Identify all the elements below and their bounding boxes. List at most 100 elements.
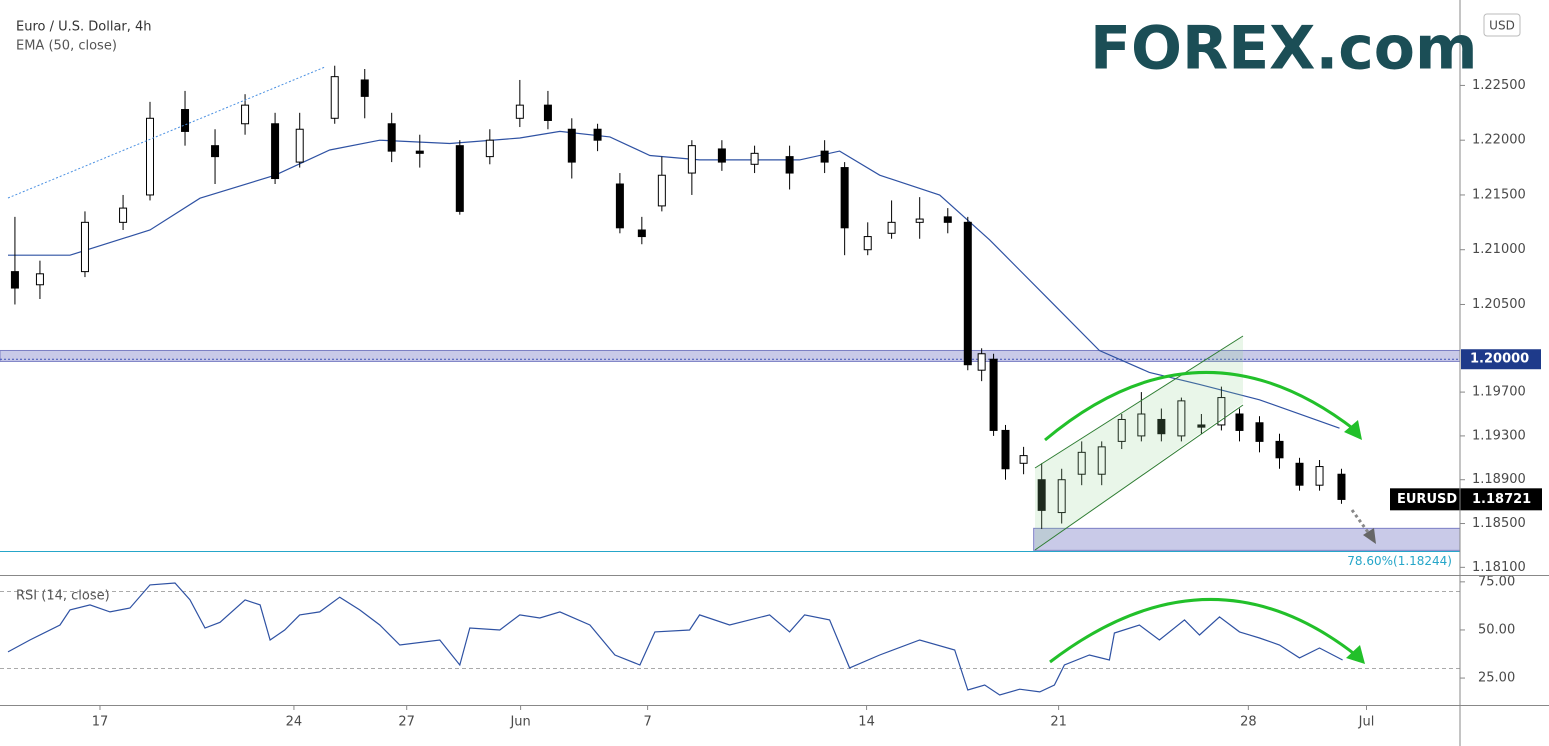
candle-body: [1001, 429, 1010, 470]
arrow-head: [1344, 420, 1362, 440]
chart-title: Euro / U.S. Dollar, 4h: [16, 20, 152, 35]
x-tick-label: 7: [643, 715, 651, 730]
candle-body: [211, 145, 220, 158]
channel-line: [1034, 404, 1244, 551]
candle-body: [989, 358, 998, 431]
fib-label: 78.60%(1.18244): [1347, 554, 1452, 568]
candle-body: [657, 174, 666, 207]
x-tick-label: 27: [398, 715, 415, 730]
candle-body: [485, 139, 494, 158]
candle-body: [360, 79, 369, 97]
candle-body: [1077, 451, 1086, 475]
candle-body: [1197, 424, 1206, 428]
candle-body: [1275, 440, 1284, 459]
candle-body: [271, 123, 280, 180]
candle-body: [80, 221, 89, 273]
projection-head: [1363, 528, 1376, 544]
currency-box[interactable]: [1483, 13, 1521, 37]
y-tick-label: 1.19300: [1472, 428, 1526, 443]
candle-body: [515, 104, 524, 119]
y-tick-label: 75.00: [1478, 574, 1515, 589]
candle-body: [330, 76, 339, 119]
y-tick-label: 1.18100: [1472, 560, 1526, 575]
ema-line: [8, 130, 1340, 429]
arc-arrow: [1044, 371, 1356, 442]
candle-body: [455, 145, 464, 212]
candle-body: [181, 109, 190, 132]
y-tick-label: 1.20500: [1472, 297, 1526, 312]
candle-body: [295, 128, 304, 163]
symbol-label: EURUSD: [1397, 492, 1457, 507]
x-tick-label: 21: [1050, 715, 1067, 730]
candle-body: [1037, 479, 1046, 511]
candle-body: [543, 104, 552, 121]
y-tick-label: 1.21000: [1472, 242, 1526, 257]
y-tick-label: 1.21500: [1472, 187, 1526, 202]
candle-body: [1057, 479, 1066, 514]
trend-line: [7, 66, 326, 199]
candle-body: [1117, 418, 1126, 442]
y-tick-label: 1.18900: [1472, 472, 1526, 487]
price-tag: [1390, 488, 1542, 511]
y-tick-label: 1.18500: [1472, 516, 1526, 531]
candle-body: [146, 117, 155, 196]
x-tick-label: 14: [858, 715, 875, 730]
candle-body: [1295, 462, 1304, 486]
candle-body: [35, 273, 44, 286]
candle-body: [241, 104, 250, 125]
candle-body: [820, 150, 829, 163]
candle-body: [750, 152, 759, 165]
candle-body: [1157, 418, 1166, 435]
y-tick-label: 1.22000: [1472, 133, 1526, 148]
candle-body: [567, 128, 576, 163]
x-tick-label: 28: [1240, 715, 1257, 730]
channel-fill: [1035, 336, 1243, 550]
candle-body: [593, 128, 602, 141]
x-tick-label: Jun: [509, 715, 530, 730]
x-tick-label: Jul: [1358, 715, 1375, 730]
y-tick-label: 1.19700: [1472, 385, 1526, 400]
candle-body: [10, 271, 19, 289]
candle-body: [915, 218, 924, 223]
candle-body: [717, 148, 726, 163]
candle-body: [1255, 422, 1264, 442]
candle-body: [785, 156, 794, 174]
candle-body: [615, 183, 624, 229]
channel-line: [1034, 335, 1244, 469]
rsi-title: RSI (14, close): [16, 589, 110, 604]
currency[interactable]: USD: [1489, 19, 1515, 33]
logo: FOREX.com: [1090, 14, 1478, 84]
y-tick-label: 50.00: [1478, 622, 1515, 637]
candle-body: [887, 221, 896, 234]
candle-body: [1315, 466, 1324, 486]
y-tick-label: 1.22500: [1472, 78, 1526, 93]
candle-body: [840, 167, 849, 229]
candle-body: [687, 145, 696, 174]
arrow-head: [1346, 645, 1365, 664]
zone: [1033, 527, 1461, 551]
candle-body: [963, 221, 972, 366]
price-label: 1.18721: [1472, 492, 1531, 507]
x-tick-label: 17: [92, 715, 109, 730]
arc-arrow: [1049, 598, 1358, 664]
y-tick-label: 25.00: [1478, 671, 1515, 686]
projection: [1350, 509, 1372, 536]
candle-body: [1337, 473, 1346, 500]
candle-body: [637, 229, 646, 238]
rsi-line: [7, 582, 1343, 696]
candle-body: [1097, 446, 1106, 475]
candle-body: [415, 150, 424, 154]
candle-body: [943, 216, 952, 223]
candle-body: [1217, 397, 1226, 426]
candle-body: [1177, 400, 1186, 437]
candle-body: [1019, 455, 1028, 464]
candle-body: [119, 207, 128, 223]
candle-body: [1137, 413, 1146, 437]
level-label: 1.20000: [1470, 352, 1529, 367]
level-tag: [1461, 349, 1541, 370]
indicator-title: EMA (50, close): [16, 39, 117, 54]
candle-body: [863, 236, 872, 251]
candle-body: [387, 123, 396, 152]
